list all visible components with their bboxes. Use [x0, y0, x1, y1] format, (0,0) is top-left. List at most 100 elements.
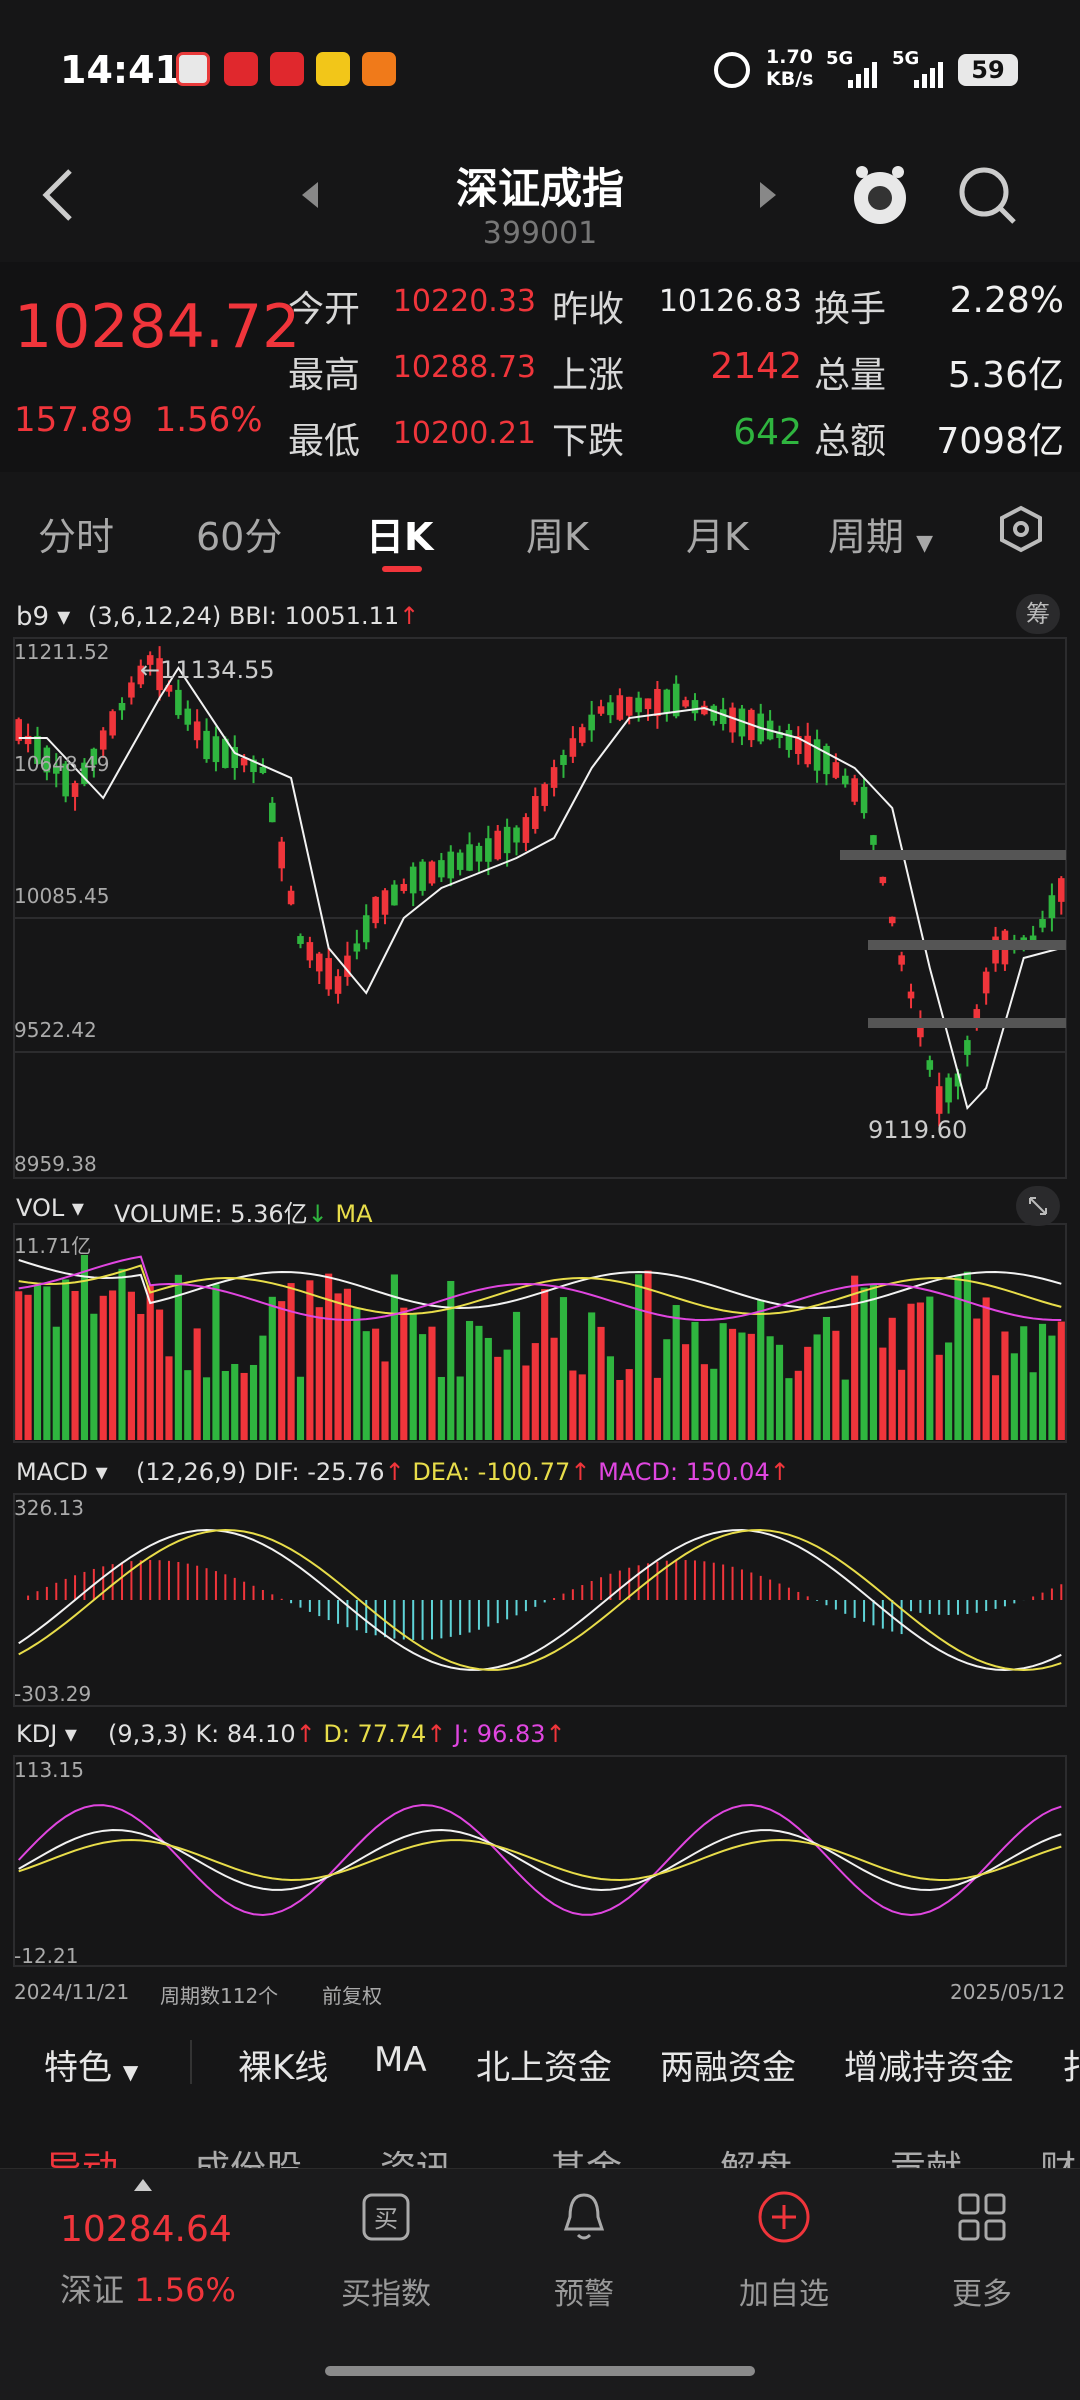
- volume-bar: [390, 1274, 398, 1440]
- chip-distribution-button[interactable]: 筹: [1016, 594, 1060, 634]
- tab-intraday[interactable]: 分时: [38, 515, 115, 559]
- tab-analysis[interactable]: 解盘: [720, 2149, 793, 2170]
- volume-readout: VOLUME: 5.36亿↓ MA: [114, 1200, 373, 1228]
- period-count: 周期数112个: [160, 1984, 279, 2008]
- volume-bar: [597, 1326, 605, 1440]
- volume-bar: [606, 1356, 615, 1440]
- candle-body: [269, 802, 276, 823]
- feature-dropdown[interactable]: 特色 ▼: [44, 2048, 139, 2088]
- volume-bar: [437, 1376, 445, 1440]
- tab-margin[interactable]: 两融资金: [660, 2048, 796, 2088]
- svg-text:买: 买: [374, 2205, 398, 2233]
- candle-body: [128, 682, 135, 698]
- volume-bar: [888, 1317, 896, 1440]
- volume-bar: [231, 1363, 239, 1440]
- candle-body: [372, 896, 379, 924]
- candle-body: [34, 736, 41, 764]
- volume-bar: [146, 1285, 154, 1440]
- add-watchlist-button[interactable]: 加自选: [739, 2277, 829, 2312]
- indicator-select-macd[interactable]: MACD ▾: [16, 1458, 108, 1486]
- macd-top-label: 326.13: [14, 1496, 84, 1520]
- buy-index-button[interactable]: 买指数: [341, 2277, 431, 2312]
- kdj-top-label: 113.15: [14, 1758, 84, 1782]
- candle-body: [109, 711, 116, 736]
- volume-bar: [907, 1303, 915, 1440]
- tab-holding-change[interactable]: 增减持资金: [844, 2048, 1014, 2088]
- app-notification-icon: [316, 52, 350, 86]
- tab-northbound[interactable]: 北上资金: [476, 2048, 612, 2088]
- add-watchlist-icon[interactable]: [756, 2189, 812, 2245]
- candle-body: [466, 844, 473, 871]
- indicator-select-kdj[interactable]: KDJ ▾: [16, 1720, 77, 1748]
- volume-bar: [644, 1270, 652, 1440]
- mascot-icon[interactable]: [848, 160, 912, 232]
- prev-arrow-icon[interactable]: [298, 180, 322, 210]
- candle-body: [841, 775, 849, 785]
- volume-bar: [531, 1343, 539, 1440]
- index-name[interactable]: 深证 1.56%: [60, 2271, 236, 2309]
- volume-bar: [926, 1296, 934, 1440]
- next-arrow-icon[interactable]: [756, 180, 780, 210]
- volume-bar: [465, 1320, 474, 1440]
- tab-naked-k[interactable]: 裸K线: [238, 2048, 329, 2088]
- volume-bar: [118, 1268, 126, 1440]
- candle-body: [532, 796, 539, 829]
- app-notification-icon: [362, 52, 396, 86]
- volume-bar: [475, 1325, 483, 1440]
- candle-body: [315, 953, 323, 972]
- volume-bar: [372, 1328, 380, 1440]
- tab-more[interactable]: 扌: [1062, 2048, 1080, 2088]
- volume-bar: [80, 1254, 89, 1440]
- tab-funds[interactable]: 基金: [550, 2149, 623, 2170]
- settings-hex-icon[interactable]: [996, 504, 1046, 554]
- candle-body: [522, 817, 530, 843]
- more-grid-icon[interactable]: [956, 2191, 1008, 2243]
- volume-bar: [719, 1323, 727, 1440]
- search-icon[interactable]: [956, 164, 1020, 228]
- tab-daily-k[interactable]: 日K: [366, 515, 434, 559]
- candle-body: [222, 738, 229, 768]
- tab-constituents[interactable]: 成份股: [194, 2149, 303, 2170]
- tab-weekly-k[interactable]: 周K: [526, 515, 589, 559]
- alert-button[interactable]: 预警: [554, 2277, 614, 2312]
- app-notification-icon: [270, 52, 304, 86]
- tab-monthly-k[interactable]: 月K: [686, 515, 749, 559]
- tab-finance[interactable]: 财: [1040, 2149, 1077, 2170]
- volume-bar: [757, 1299, 765, 1440]
- candle-body: [804, 735, 811, 765]
- volume-bar: [184, 1370, 192, 1440]
- tab-news[interactable]: 资讯: [380, 2149, 453, 2170]
- candle-body: [888, 916, 896, 924]
- volume-bar: [710, 1368, 718, 1440]
- tab-60min[interactable]: 60分: [196, 515, 283, 559]
- panel-frame: [13, 637, 1067, 1179]
- index-price[interactable]: 10284.64: [60, 2209, 232, 2250]
- candle-body: [851, 778, 858, 802]
- quote-panel: 10284.72 157.89 1.56% 今开 10220.33 昨收 101…: [0, 262, 1080, 472]
- info-tabs: 异动 成份股 资讯 基金 解盘 贡献 财: [0, 2110, 1080, 2170]
- volume-bar: [409, 1314, 417, 1440]
- volume-bar: [775, 1344, 784, 1440]
- buy-index-icon[interactable]: 买: [360, 2191, 412, 2243]
- turnover-value: 2.28%: [949, 280, 1064, 321]
- volume-bar: [916, 1302, 924, 1440]
- indicator-select-vol[interactable]: VOL ▾: [16, 1194, 84, 1222]
- tab-ma[interactable]: MA: [374, 2040, 427, 2080]
- candle-body: [691, 700, 699, 714]
- more-button[interactable]: 更多: [952, 2277, 1012, 2312]
- tab-period[interactable]: 周期 ▼: [828, 515, 934, 559]
- kline-chart[interactable]: [0, 0, 1080, 2020]
- amount-label: 总额: [814, 421, 887, 462]
- volume-bar: [62, 1279, 70, 1440]
- tab-contribution[interactable]: 贡献: [890, 2149, 963, 2170]
- tab-movement[interactable]: 异动: [46, 2149, 119, 2170]
- app-notification-icon: [176, 52, 210, 86]
- candle-body: [625, 696, 633, 716]
- period-tabs: 分时 60分 日K 周K 月K 周期 ▼: [0, 478, 1080, 582]
- expand-icon[interactable]: [1016, 1186, 1060, 1226]
- y-axis-label: 8959.38: [14, 1152, 97, 1176]
- volume-bar: [785, 1378, 793, 1440]
- bell-icon[interactable]: [558, 2189, 610, 2245]
- back-icon[interactable]: [38, 165, 78, 225]
- indicator-select-b9[interactable]: b9 ▾: [16, 602, 71, 632]
